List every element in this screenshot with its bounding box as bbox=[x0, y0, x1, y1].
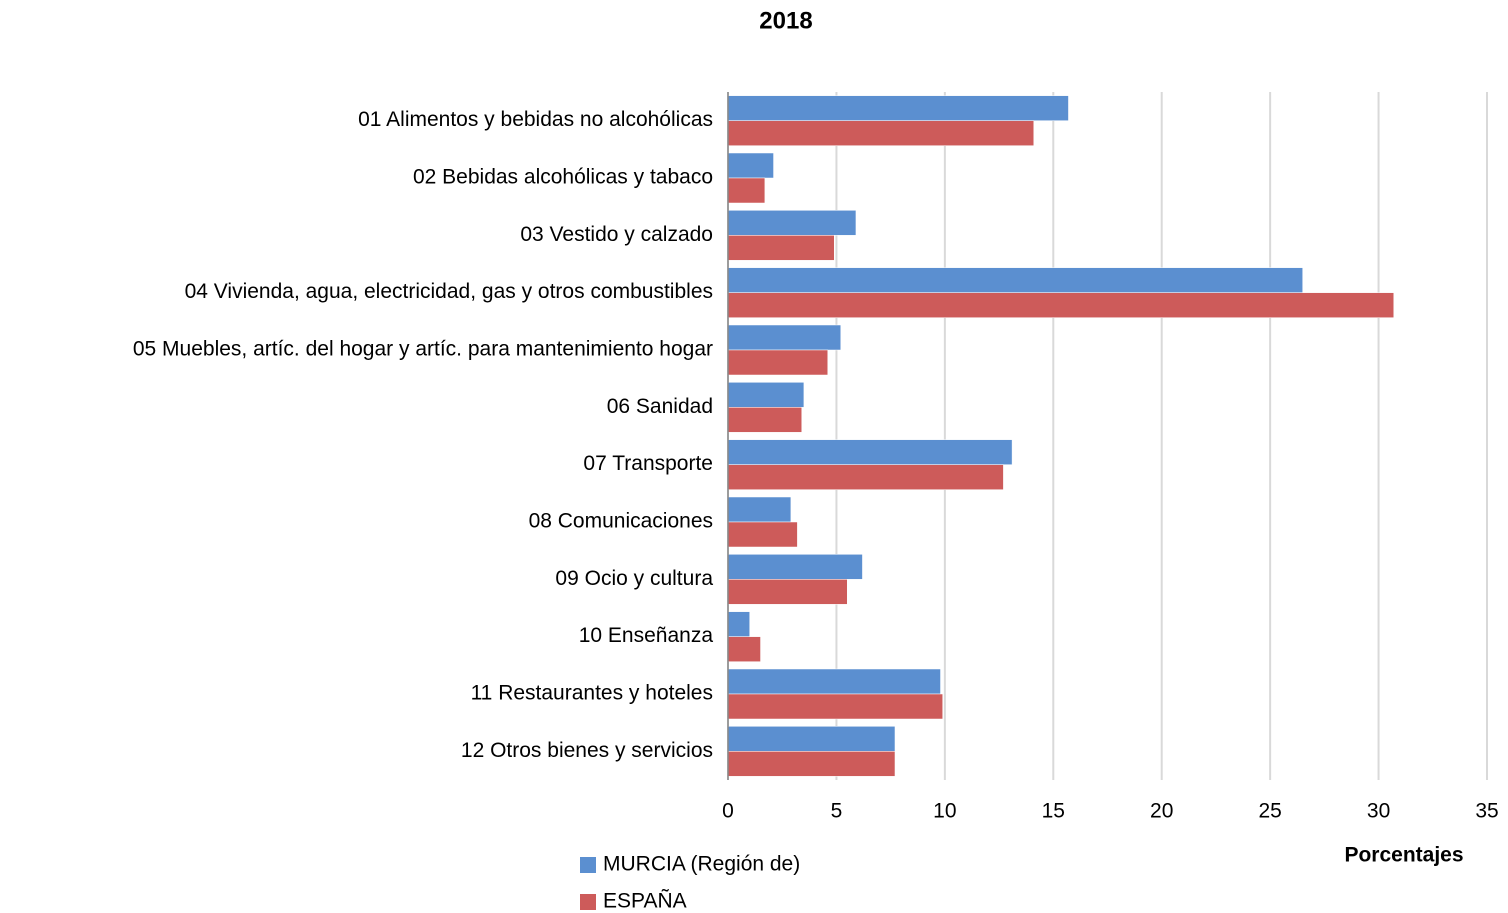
bar bbox=[727, 464, 1004, 490]
bar bbox=[727, 324, 842, 351]
bar bbox=[727, 496, 792, 523]
x-tick-label: 35 bbox=[1475, 800, 1498, 823]
bar bbox=[727, 554, 863, 580]
y-tick-label: 08 Comunicaciones bbox=[529, 510, 713, 533]
bar bbox=[727, 611, 750, 637]
y-tick-label: 03 Vestido y calzado bbox=[520, 223, 713, 246]
bar bbox=[727, 439, 1013, 465]
bar bbox=[727, 120, 1035, 146]
bar bbox=[727, 751, 896, 777]
bar bbox=[727, 521, 798, 548]
x-axis-label: Porcentajes bbox=[1344, 844, 1463, 867]
bar bbox=[727, 152, 774, 179]
x-tick-label: 10 bbox=[933, 800, 956, 823]
bar bbox=[727, 292, 1395, 318]
x-tick-label: 30 bbox=[1367, 800, 1390, 823]
y-tick-label: 01 Alimentos y bebidas no alcohólicas bbox=[358, 108, 713, 131]
bar bbox=[727, 349, 829, 376]
x-tick-label: 25 bbox=[1258, 800, 1281, 823]
bar bbox=[727, 636, 761, 662]
legend-swatch bbox=[580, 857, 596, 873]
bar bbox=[727, 726, 896, 752]
bar bbox=[727, 668, 941, 695]
y-tick-label: 02 Bebidas alcohólicas y tabaco bbox=[413, 166, 713, 189]
bar bbox=[727, 693, 943, 720]
x-tick-label: 15 bbox=[1042, 800, 1065, 823]
bar bbox=[727, 235, 835, 261]
y-tick-label: 12 Otros bienes y servicios bbox=[461, 739, 713, 762]
bar bbox=[727, 95, 1069, 121]
legend-swatch bbox=[580, 894, 596, 910]
y-tick-label: 07 Transporte bbox=[583, 452, 713, 475]
bar bbox=[727, 267, 1303, 293]
chart-title: 2018 bbox=[759, 7, 812, 34]
y-tick-label: 05 Muebles, artíc. del hogar y artíc. pa… bbox=[133, 338, 713, 361]
y-tick-label: 04 Vivienda, agua, electricidad, gas y o… bbox=[185, 280, 713, 303]
y-tick-label: 06 Sanidad bbox=[607, 395, 713, 418]
bar bbox=[727, 382, 805, 408]
legend-label: ESPAÑA bbox=[603, 889, 687, 913]
legend-label: MURCIA (Región de) bbox=[603, 853, 800, 876]
bar bbox=[727, 177, 766, 204]
y-tick-label: 11 Restaurantes y hoteles bbox=[471, 682, 713, 705]
bar bbox=[727, 579, 848, 605]
y-tick-label: 09 Ocio y cultura bbox=[555, 567, 713, 590]
x-tick-label: 0 bbox=[722, 800, 734, 823]
y-tick-label: 10 Enseñanza bbox=[579, 624, 714, 647]
bar bbox=[727, 210, 857, 236]
bar bbox=[727, 407, 802, 433]
x-tick-label: 20 bbox=[1150, 800, 1173, 823]
x-tick-label: 5 bbox=[831, 800, 843, 823]
